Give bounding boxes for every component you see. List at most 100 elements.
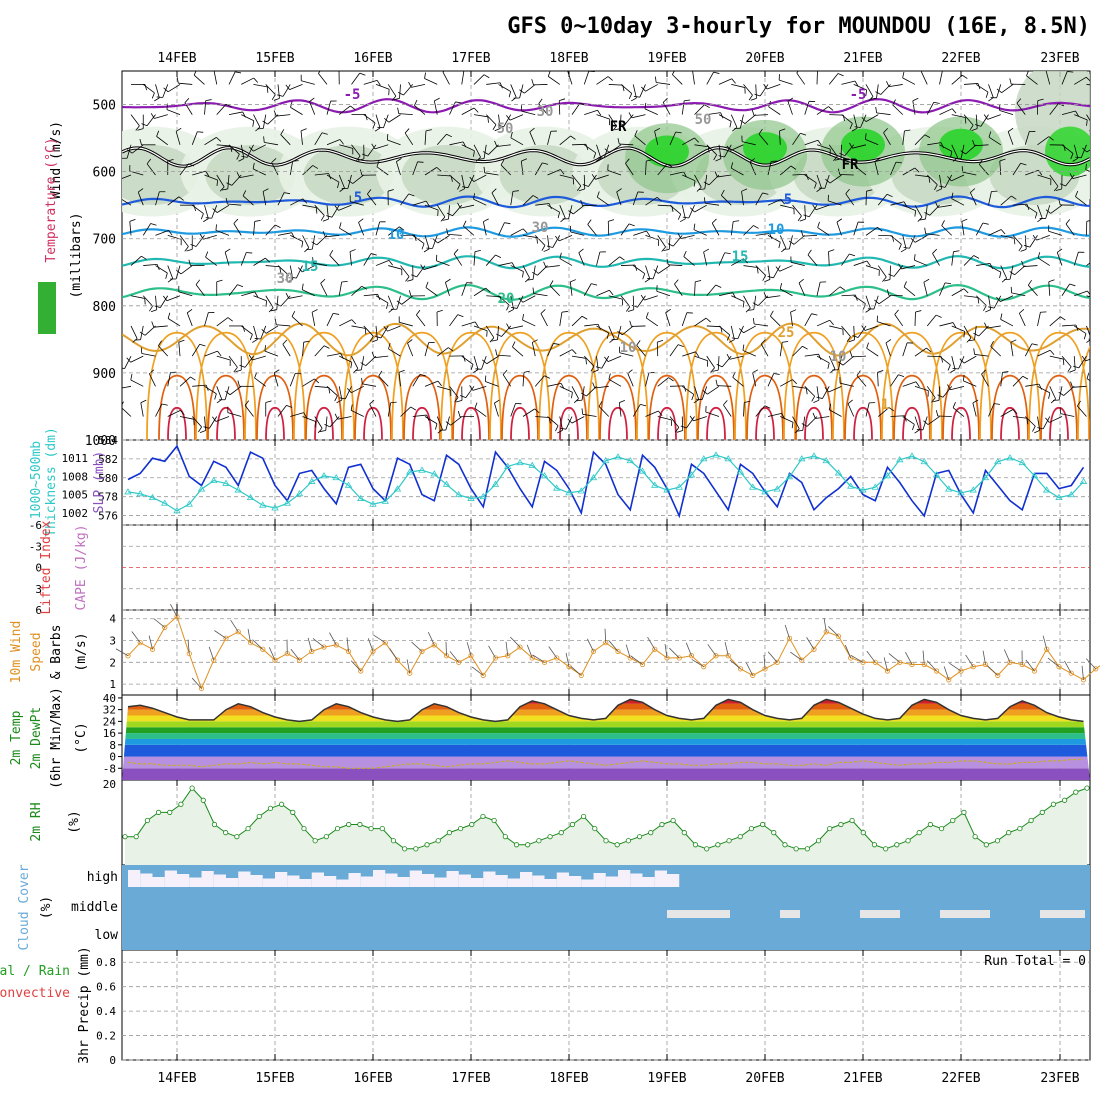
surface-isotherm [293,331,355,440]
wind-barb-flag [836,218,843,223]
wind-barb [856,375,867,387]
wind-barb-flag [767,276,774,279]
lifted-index-axis-label: Lifted Index [39,520,54,614]
wind10m-axis-label: 10m Wind [9,621,24,684]
wind-barb-flag [839,152,846,157]
wind-barb-flag [314,421,316,428]
wind-barb-flag [739,328,744,334]
rh-point [234,834,240,840]
wind-barb-flag [695,351,700,358]
wind-barb [178,82,193,85]
surface-wind-barb [115,648,129,657]
wind-barb-flag [492,124,497,131]
wind-barb [399,84,401,99]
wind-speed-point [872,659,878,665]
wind-barb-flag [807,249,812,256]
surface-isotherm [599,374,637,440]
wind-barb [656,82,671,85]
wind-barb [888,84,903,88]
wind-barb-flag [960,150,966,155]
bottom-date-label: 23FEB [1040,1071,1079,1086]
wind-barb-flag [886,289,890,296]
rh-point [1050,801,1057,807]
li-tick-label: 3 [35,583,42,596]
rh-point [916,830,922,836]
wind-barb [841,114,853,124]
slp-tick-label: 1005 [62,489,89,502]
wind-barb-flag [1056,248,1063,253]
wind-barb [1074,76,1087,85]
wind-barb [141,353,156,357]
wind-barb [767,161,772,176]
cloud-unit-label: (%) [39,896,54,919]
wind-barb-flag [926,347,932,353]
rh-point [536,838,542,844]
wind-barb-flag [469,385,474,391]
wind-barb [244,405,254,417]
cloud-high-gap [471,878,484,887]
wind-barb-flag [935,201,939,208]
surface-wind-barb [406,659,411,674]
wind-barb-flag [405,276,410,282]
wind-barb-flag [952,322,957,328]
surface-wind-barb [427,632,435,646]
wind-barb [375,295,389,304]
wind-barb [840,382,854,387]
cloud-high-gap [250,875,263,887]
wind-barb [1037,205,1043,219]
wind-barb-flag [1067,71,1074,73]
thickness-point [369,500,377,507]
wind-barb [571,315,583,327]
rh-point [782,842,788,848]
wind-barb-flag [653,269,659,274]
wind-barb-flag [262,188,269,192]
wind-barb [473,356,479,370]
wind-barb [432,235,438,249]
wind-barb-flag [677,344,684,348]
wind-barb-flag [398,369,405,373]
wind-barb [276,295,279,310]
wind-barb [975,114,978,129]
wind-barb-flag [445,278,451,283]
wind-barb [925,233,940,236]
wind-barb [601,355,610,369]
wind-barb [743,402,745,417]
rh-point [748,825,755,832]
wind-barb [644,108,658,115]
wind-barb-flag [312,165,319,169]
wind-barb [412,414,427,417]
wind-barb-flag [854,80,859,87]
wind-barb [146,114,156,127]
wind-speed-point [860,659,866,665]
wind-barb [950,385,965,391]
wind-barb [639,84,646,98]
wind-barb-flag [1059,183,1066,187]
wind-barb-flag [690,207,695,213]
wind-barb [442,71,450,85]
wind-barb-flag [1027,279,1032,286]
surface-wind-barb [565,652,570,667]
wind-barb [260,325,267,340]
surface-wind-barb [926,660,937,672]
wind-barb [1018,313,1026,327]
rh-point [793,846,799,852]
panels-group: 14FEB14FEB15FEB15FEB16FEB16FEB17FEB17FEB… [0,51,1100,1086]
wind-barb-flag [595,157,602,162]
wind-barb-flag [190,376,196,381]
precip-tick-label: 0.6 [96,981,116,994]
wind-barb [963,255,975,266]
wind-barb-flag [1009,78,1012,85]
wind-barb [204,174,218,181]
wind-barb-flag [239,364,246,368]
rh-point [625,838,631,844]
wind-barb-flag [827,362,830,369]
wind-barb-flag [165,272,168,279]
wind-barb [939,282,946,296]
wind-barb [350,410,364,417]
2m-temp-axis-label: 2m Temp [9,710,24,765]
cloud-high-gap [140,873,153,887]
wind-barb [584,323,599,327]
wind-barb [1012,375,1024,387]
thickness-point [1018,458,1026,466]
wind-barb [375,259,390,266]
